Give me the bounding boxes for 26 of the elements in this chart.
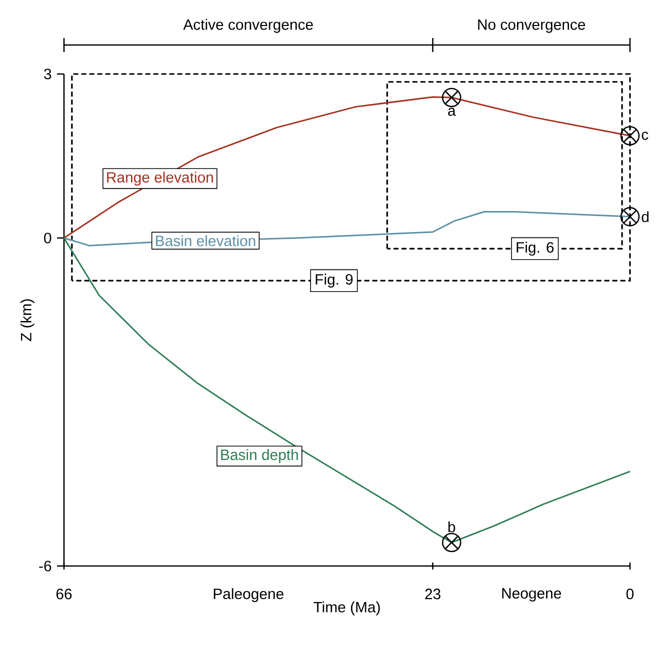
x-tick-label: 66 (56, 588, 72, 600)
y-tick-label: 3 (44, 68, 52, 80)
y-tick-label: -6 (39, 560, 52, 572)
annotation: Fig. 9 (316, 274, 353, 288)
point (620, 126, 640, 146)
series-label: Basin elevation (156, 235, 256, 246)
annotation: Fig. 6 (516, 242, 554, 256)
text: Active convergence (183, 18, 313, 33)
text: Neogene (502, 588, 562, 602)
line-series (63, 237, 631, 544)
series-label: Basin depth (221, 449, 298, 464)
y-axis-title: Z (km) (20, 299, 34, 342)
x-tick-label: 23 (425, 588, 440, 600)
x-axis-title: Time (Ma) (314, 601, 380, 616)
data-label: a (448, 108, 456, 116)
x-tick-label: 0 (626, 588, 634, 600)
point (442, 88, 462, 108)
data-label: c (642, 132, 648, 140)
point (620, 207, 640, 226)
data-label: d (642, 211, 649, 222)
text: No convergence (478, 19, 586, 33)
text: Paleogene (214, 588, 284, 602)
data-label: b (448, 521, 456, 532)
series-label: Range elevation (107, 172, 213, 186)
y-tick-label: 0 (44, 232, 52, 244)
point (442, 532, 462, 552)
